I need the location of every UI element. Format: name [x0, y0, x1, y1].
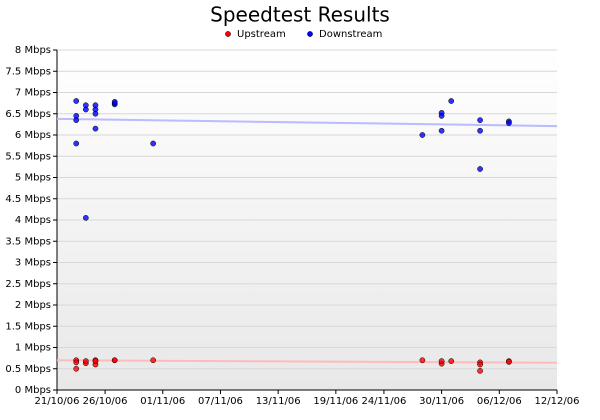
data-point	[73, 359, 80, 366]
y-tick-label: 0.5 Mbps	[5, 364, 51, 375]
x-tick-label: 06/12/06	[477, 396, 522, 407]
data-point	[506, 359, 512, 365]
x-tick-label: 30/11/06	[419, 396, 464, 407]
legend-marker	[225, 31, 231, 37]
data-point	[73, 98, 80, 104]
x-tick-label: 12/12/06	[535, 396, 580, 407]
y-tick-label: 2 Mbps	[15, 300, 51, 311]
data-point	[448, 98, 455, 104]
data-point	[477, 166, 483, 172]
data-point	[73, 365, 80, 372]
data-point	[73, 140, 80, 147]
x-tick-label: 21/10/06	[35, 396, 80, 407]
data-point	[73, 117, 80, 123]
data-point	[438, 127, 445, 134]
data-point	[419, 132, 426, 138]
data-point	[477, 117, 483, 123]
data-point	[82, 102, 89, 109]
data-point	[111, 99, 118, 105]
y-tick-label: 4 Mbps	[15, 215, 51, 226]
data-point	[506, 120, 512, 126]
chart-title: Speedtest Results	[210, 3, 390, 27]
data-point	[111, 357, 118, 364]
y-tick-label: 8 Mbps	[15, 45, 51, 56]
x-tick-label: 26/10/06	[83, 396, 128, 407]
legend-label: Upstream	[237, 29, 286, 40]
y-tick-label: 5 Mbps	[15, 173, 51, 184]
y-tick-label: 1 Mbps	[15, 343, 51, 354]
data-point	[82, 358, 89, 364]
y-tick-label: 1.5 Mbps	[5, 321, 51, 332]
y-tick-label: 3.5 Mbps	[5, 236, 51, 247]
legend-label: Downstream	[319, 29, 382, 40]
data-point	[438, 358, 445, 364]
y-tick-label: 0 Mbps	[15, 385, 51, 396]
y-tick-label: 4.5 Mbps	[5, 194, 51, 205]
data-point	[448, 358, 455, 364]
data-point	[477, 127, 483, 134]
y-tick-label: 7.5 Mbps	[5, 66, 51, 77]
data-point	[92, 110, 99, 117]
y-tick-label: 2.5 Mbps	[5, 279, 51, 290]
data-point	[92, 125, 99, 132]
x-tick-label: 19/11/06	[313, 396, 358, 407]
data-point	[419, 357, 426, 364]
y-tick-label: 6 Mbps	[15, 130, 51, 141]
trend-line	[56, 117, 558, 128]
data-point	[92, 358, 99, 364]
data-point	[150, 357, 157, 364]
legend-marker	[307, 31, 313, 37]
x-tick-label: 01/11/06	[140, 396, 185, 407]
data-point	[82, 215, 89, 221]
x-tick-label: 07/11/06	[198, 396, 243, 407]
y-tick-label: 6.5 Mbps	[5, 109, 51, 120]
y-tick-label: 3 Mbps	[15, 258, 51, 269]
y-tick-label: 5.5 Mbps	[5, 151, 51, 162]
x-tick-label: 24/11/06	[361, 396, 406, 407]
data-point	[150, 140, 157, 147]
data-point	[438, 113, 445, 119]
trend-line	[56, 359, 558, 364]
data-point	[477, 368, 483, 374]
y-tick-label: 7 Mbps	[15, 88, 51, 99]
data-point	[477, 361, 483, 368]
x-tick-label: 13/11/06	[256, 396, 301, 407]
